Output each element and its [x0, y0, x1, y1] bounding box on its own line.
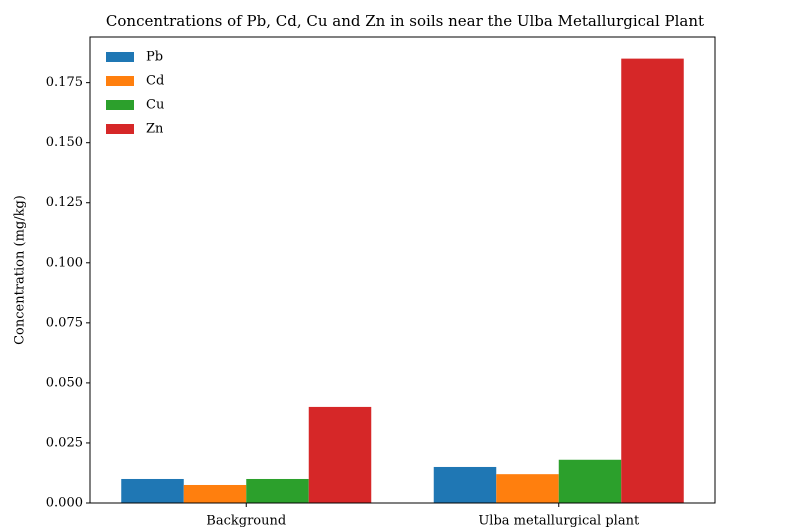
- bar: [621, 58, 684, 503]
- y-tick-label: 0.125: [46, 195, 83, 210]
- y-tick-label: 0.025: [46, 435, 83, 450]
- x-tick-label: Background: [206, 514, 286, 529]
- legend-label: Pb: [146, 50, 163, 65]
- bar: [558, 459, 622, 503]
- bar: [433, 466, 497, 503]
- legend-swatch: [106, 100, 134, 110]
- y-tick-label: 0.075: [46, 315, 83, 330]
- y-tick-label: 0.175: [46, 75, 83, 90]
- y-tick-label: 0.050: [46, 375, 83, 390]
- legend-swatch: [106, 76, 134, 86]
- y-tick-label: 0.000: [46, 496, 83, 511]
- legend-label: Cd: [146, 74, 164, 89]
- legend-label: Zn: [146, 122, 164, 137]
- bar: [496, 474, 559, 503]
- chart-title: Concentrations of Pb, Cd, Cu and Zn in s…: [106, 12, 704, 30]
- y-axis-label: Concentration (mg/kg): [13, 195, 28, 345]
- plot-frame: [89, 36, 716, 504]
- legend-swatch: [106, 124, 134, 134]
- bar: [308, 406, 372, 503]
- bar: [246, 478, 309, 503]
- bar: [121, 478, 184, 503]
- x-tick-label: Ulba metallurgical plant: [478, 514, 640, 529]
- y-tick-label: 0.150: [46, 135, 83, 150]
- y-tick-label: 0.100: [46, 255, 83, 270]
- legend-swatch: [106, 52, 134, 62]
- legend-label: Cu: [146, 98, 164, 113]
- bar: [183, 484, 247, 503]
